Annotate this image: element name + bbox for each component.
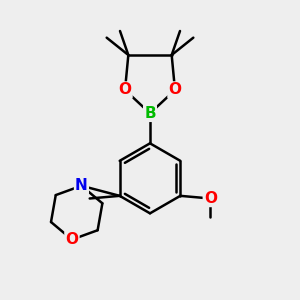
Text: O: O	[65, 232, 78, 247]
Text: O: O	[118, 82, 131, 98]
Text: B: B	[144, 106, 156, 121]
Text: O: O	[169, 82, 182, 98]
Text: O: O	[204, 191, 217, 206]
Text: N: N	[75, 178, 88, 193]
